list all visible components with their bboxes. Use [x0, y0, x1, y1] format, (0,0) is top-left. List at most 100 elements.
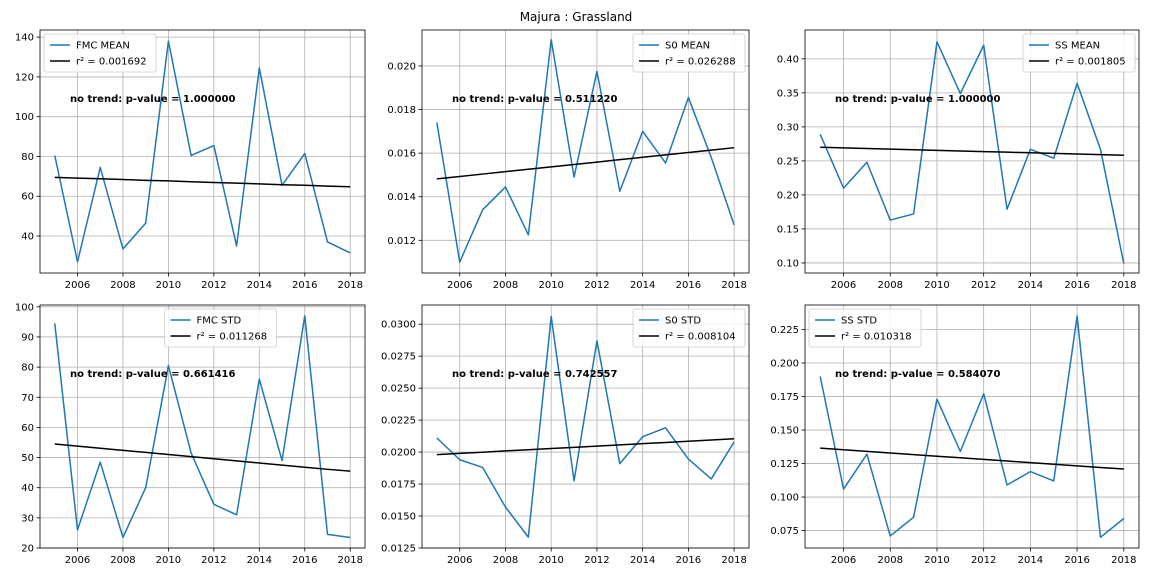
x-tick-label: 2012 [971, 280, 996, 291]
y-tick-label: 0.10 [777, 258, 799, 269]
y-tick-label: 0.018 [387, 105, 416, 116]
x-tick-label: 2018 [338, 555, 363, 566]
x-tick-label: 2014 [630, 555, 655, 566]
legend-box [632, 308, 746, 348]
x-tick-label: 2018 [721, 555, 746, 566]
legend-label: r² = 0.010318 [841, 332, 912, 343]
trend-line [54, 443, 351, 472]
x-tick-label: 2012 [584, 280, 609, 291]
x-tick-label: 2012 [584, 555, 609, 566]
y-tick-label: 100 [15, 112, 34, 123]
x-tick-label: 2016 [1064, 555, 1089, 566]
x-tick-label: 2016 [676, 280, 701, 291]
y-tick-label: 0.125 [770, 459, 799, 470]
trend-annotation: no trend: p-value = 1.000000 [70, 94, 236, 105]
legend-label: r² = 0.001692 [76, 57, 147, 68]
subplot-5: 2006 2008 2010 2012 2014 2016 2018 0.0125 0.0150… [381, 304, 750, 566]
legend-box [43, 33, 157, 73]
x-tick-label: 2014 [1018, 555, 1043, 566]
subplot-2: 2006 2008 2010 2012 2014 2016 2018 0.012 0.014 0.… [387, 29, 750, 291]
legend-label: FMC MEAN [76, 41, 130, 52]
trend-annotation: no trend: p-value = 0.511220 [452, 94, 618, 105]
legend: FMC STD r² = 0.011268 [164, 308, 277, 348]
x-tick-label: 2008 [110, 555, 135, 566]
legend: S0 STD r² = 0.008104 [632, 308, 746, 348]
y-tick-label: 0.25 [777, 156, 799, 167]
x-tick-label: 2010 [156, 555, 181, 566]
x-tick-label: 2014 [247, 555, 272, 566]
legend-box [632, 33, 746, 73]
x-tick-label: 2018 [1111, 555, 1136, 566]
legend-box [1022, 33, 1136, 73]
legend-box [808, 308, 922, 348]
figure-title: Majura : Grassland [519, 10, 633, 24]
legend: S0 MEAN r² = 0.026288 [632, 33, 746, 73]
x-tick-label: 2012 [971, 555, 996, 566]
x-tick-label: 2006 [447, 280, 472, 291]
trend-annotation: no trend: p-value = 0.742557 [452, 369, 618, 380]
x-tick-label: 2006 [831, 280, 856, 291]
y-tick-label: 0.175 [770, 392, 799, 403]
legend-label: S0 STD [665, 316, 701, 327]
y-tick-label: 0.016 [387, 149, 416, 160]
y-tick-label: 0.0200 [381, 448, 416, 459]
y-tick-label: 140 [15, 33, 34, 44]
subplot-3: 2006 2008 2010 2012 2014 2016 2018 0.10 0.15 0.20… [777, 29, 1140, 291]
x-tick-label: 2010 [538, 280, 563, 291]
series-line [436, 39, 735, 263]
x-tick-label: 2008 [493, 280, 518, 291]
legend-label: SS STD [841, 316, 877, 327]
x-tick-label: 2006 [831, 555, 856, 566]
x-tick-label: 2012 [201, 280, 226, 291]
x-tick-label: 2008 [493, 555, 518, 566]
y-tick-label: 0.100 [770, 493, 799, 504]
y-tick-label: 0.0175 [381, 480, 416, 491]
y-tick-label: 0.0300 [381, 320, 416, 331]
y-tick-label: 0.0225 [381, 416, 416, 427]
x-tick-label: 2010 [924, 555, 949, 566]
x-tick-label: 2008 [878, 555, 903, 566]
y-tick-label: 0.20 [777, 190, 799, 201]
trend-annotation: no trend: p-value = 0.584070 [835, 369, 1001, 380]
y-tick-label: 0.0275 [381, 352, 416, 363]
axes-frame [804, 29, 1140, 274]
y-tick-label: 0.012 [387, 236, 416, 247]
legend-box [164, 308, 277, 348]
x-tick-label: 2010 [924, 280, 949, 291]
y-tick-label: 0.225 [770, 325, 799, 336]
y-tick-label: 30 [21, 513, 34, 524]
y-tick-label: 0.0150 [381, 512, 416, 523]
y-tick-label: 0.200 [770, 359, 799, 370]
y-tick-label: 60 [21, 192, 34, 203]
y-tick-label: 0.40 [777, 54, 799, 65]
y-tick-label: 40 [21, 483, 34, 494]
y-tick-label: 40 [21, 232, 34, 243]
x-tick-label: 2014 [630, 280, 655, 291]
x-tick-label: 2008 [878, 280, 903, 291]
series-line [436, 315, 735, 538]
x-tick-label: 2014 [1018, 280, 1043, 291]
series-line [54, 315, 351, 539]
axes-frame [39, 29, 366, 274]
y-tick-label: 0.0250 [381, 384, 416, 395]
series-line [54, 40, 351, 263]
x-tick-label: 2016 [676, 555, 701, 566]
legend-label: r² = 0.011268 [197, 332, 268, 343]
x-tick-label: 2006 [65, 555, 90, 566]
x-tick-label: 2018 [721, 280, 746, 291]
legend-label: r² = 0.026288 [665, 57, 736, 68]
axes-frame [39, 304, 366, 549]
trend-line [54, 176, 351, 188]
x-tick-label: 2006 [65, 280, 90, 291]
x-tick-label: 2010 [156, 280, 181, 291]
y-tick-label: 80 [21, 152, 34, 163]
y-tick-label: 0.35 [777, 88, 799, 99]
subplot-4: 2006 2008 2010 2012 2014 2016 2018 20 30 40 50 60 70… [15, 302, 366, 566]
trend-annotation: no trend: p-value = 0.661416 [70, 369, 236, 380]
y-tick-label: 0.15 [777, 224, 799, 235]
y-tick-label: 0.30 [777, 122, 799, 133]
trend-line [436, 438, 735, 456]
y-tick-label: 70 [21, 393, 34, 404]
y-tick-label: 100 [15, 302, 34, 313]
